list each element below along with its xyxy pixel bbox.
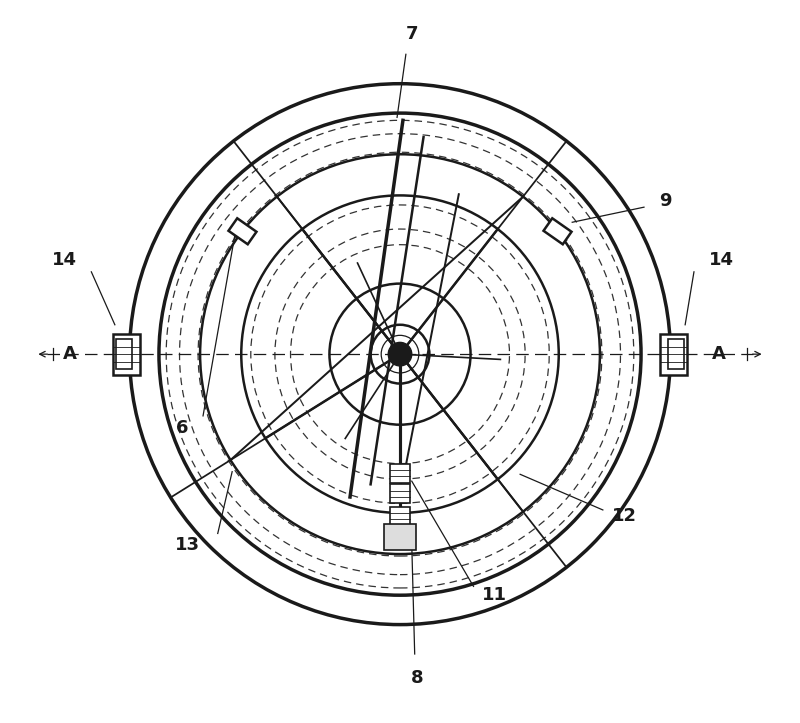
Text: 7: 7 [406, 25, 418, 43]
Bar [114, 333, 140, 375]
Bar [660, 333, 686, 375]
Text: 11: 11 [482, 586, 507, 604]
Bar [390, 484, 410, 503]
Bar [229, 218, 257, 244]
Text: 6: 6 [176, 419, 188, 437]
Text: A: A [62, 345, 77, 363]
Bar [384, 524, 416, 550]
Circle shape [388, 343, 412, 366]
Bar [390, 507, 410, 526]
Bar [668, 340, 684, 369]
Bar [116, 340, 132, 369]
Text: A: A [712, 345, 726, 363]
Text: 12: 12 [612, 507, 637, 525]
Bar [543, 218, 571, 244]
Text: 8: 8 [411, 669, 424, 687]
Bar [390, 463, 410, 483]
Text: 14: 14 [52, 251, 77, 269]
Text: 9: 9 [658, 192, 671, 210]
Text: 13: 13 [175, 536, 200, 555]
Text: 14: 14 [709, 251, 734, 269]
